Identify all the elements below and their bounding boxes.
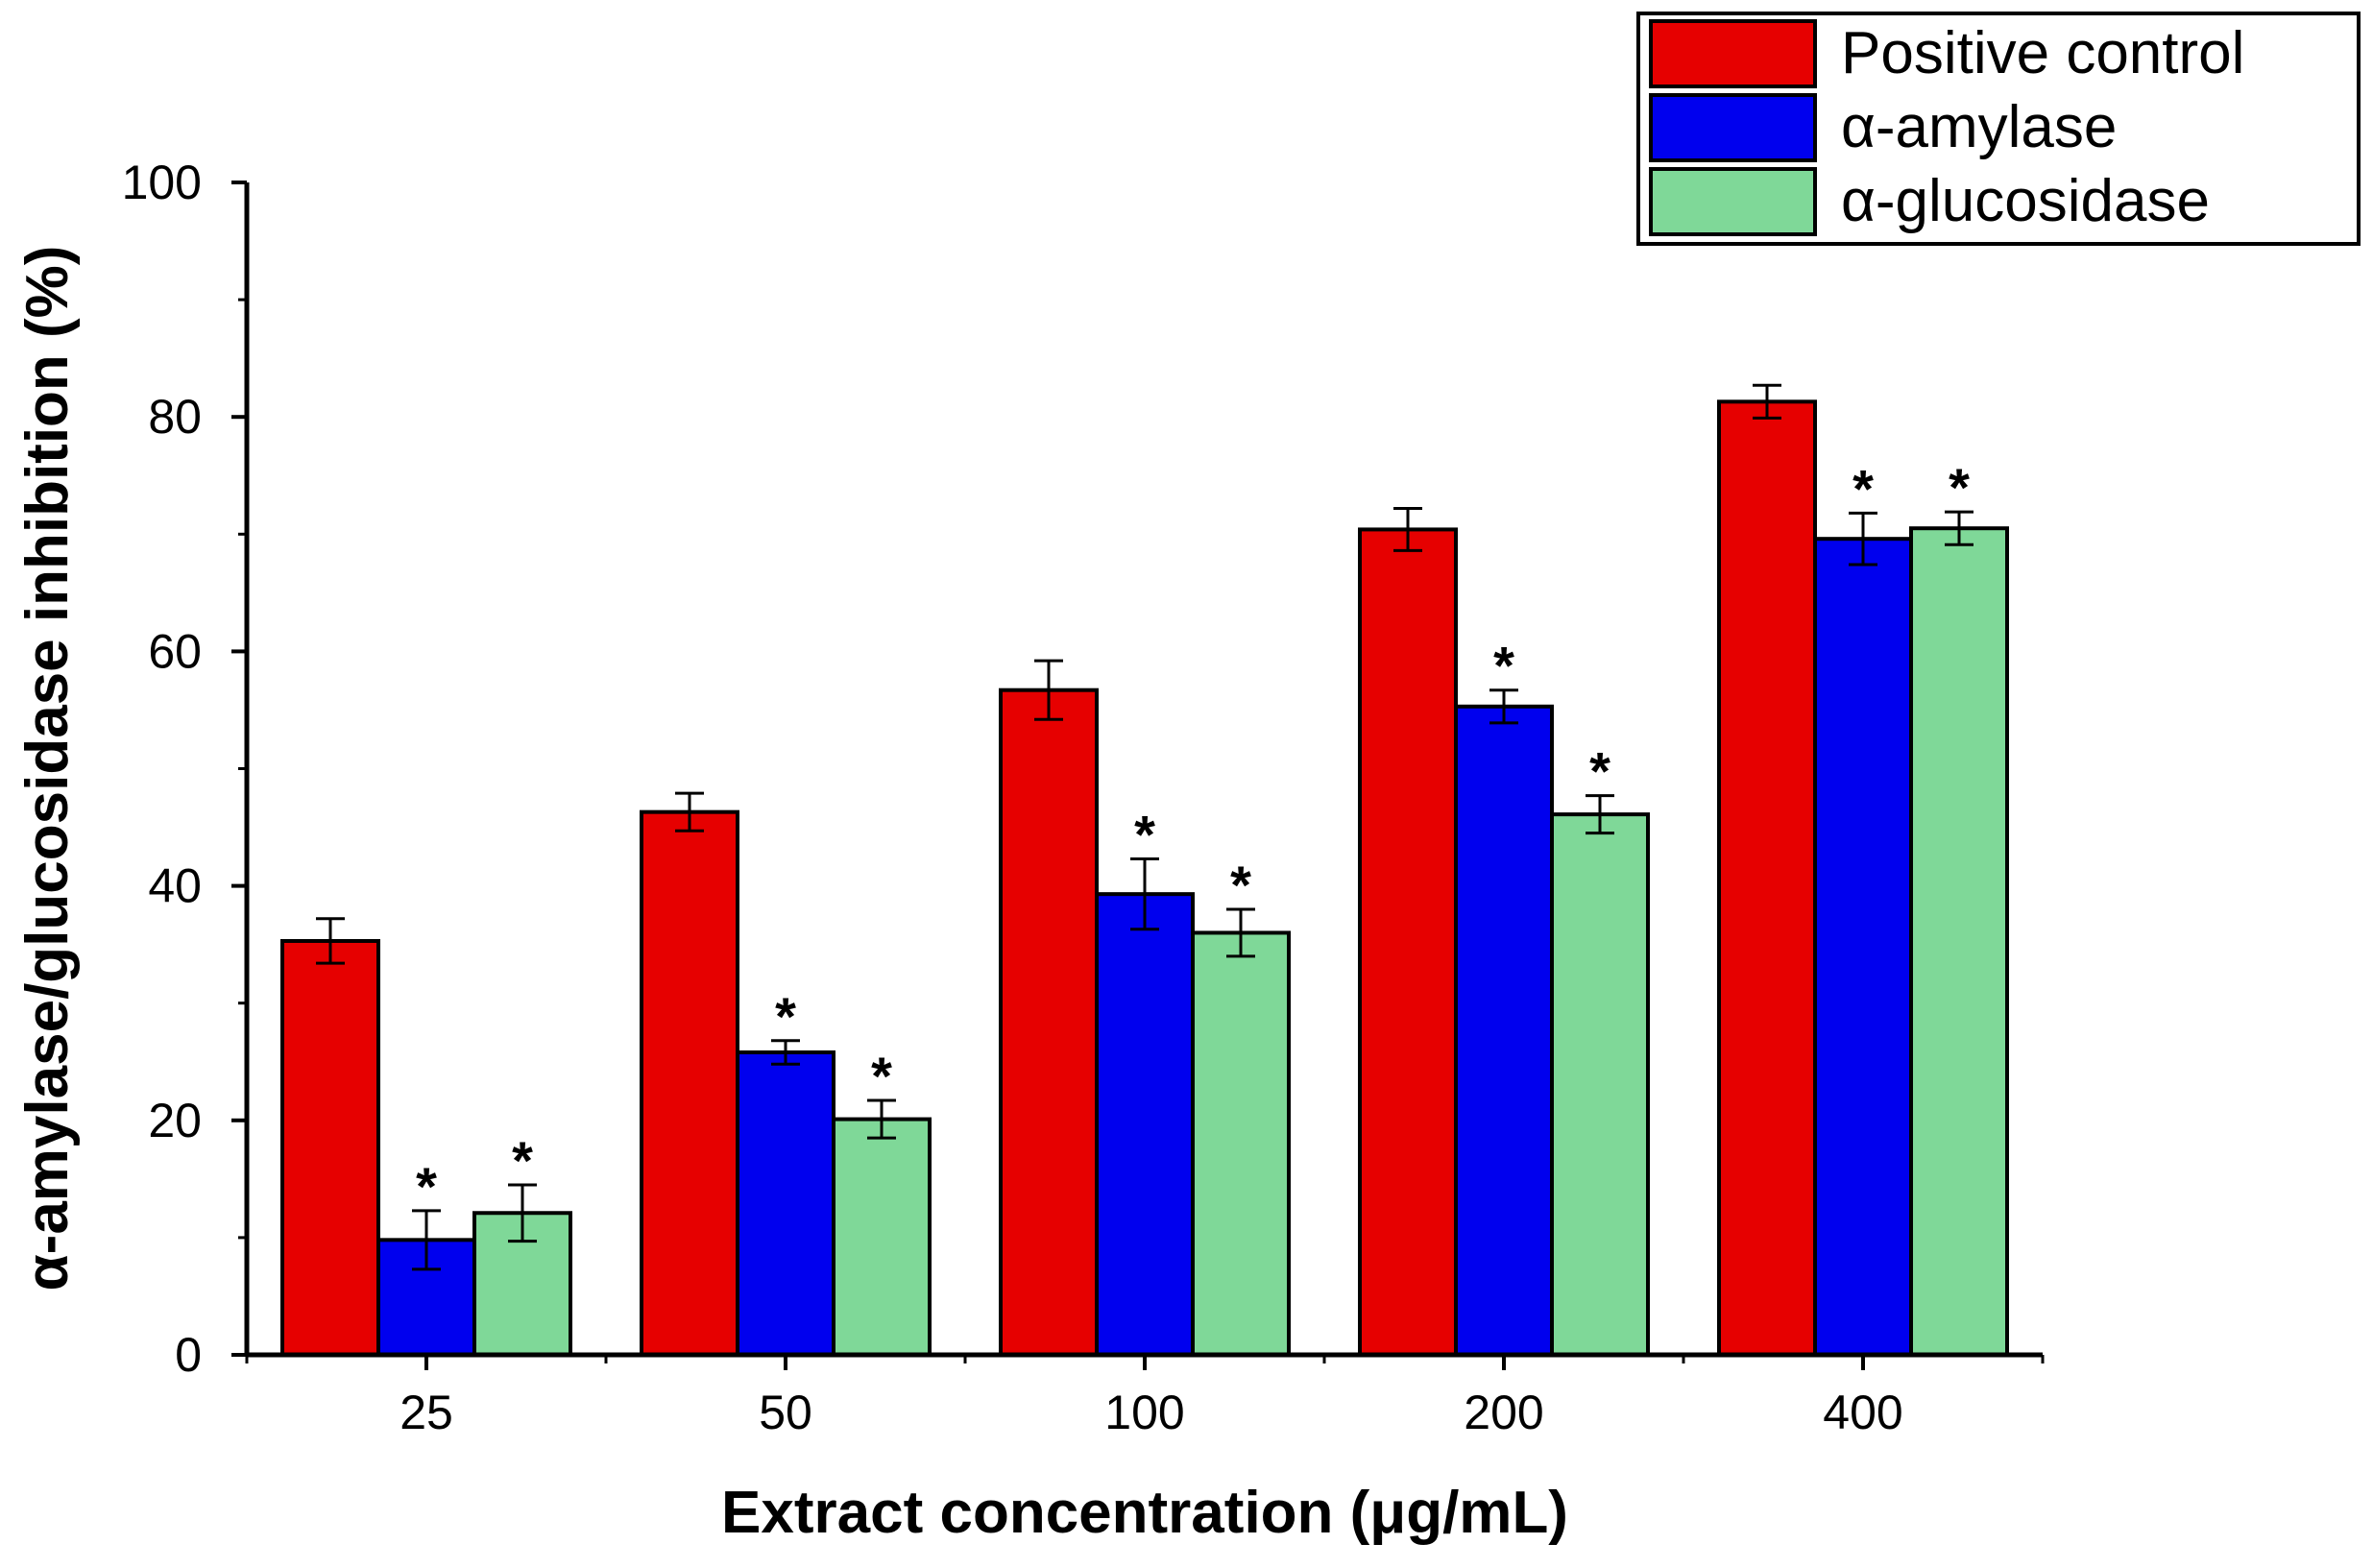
bar (1813, 537, 1913, 1357)
significance-star: * (1493, 636, 1514, 696)
bar (999, 688, 1099, 1357)
legend-swatch (1649, 93, 1817, 162)
ticks-layer: 25 50 100 200 400 0 20 40 60 80 100 (122, 156, 2045, 1439)
y-tick-label: 40 (148, 859, 202, 913)
legend-label: α-glucosidase (1841, 168, 2210, 234)
legend: Positive control α-amylase α-glucosidase (1636, 12, 2361, 246)
legend-label: Positive control (1841, 20, 2244, 86)
x-tick-label: 400 (1823, 1386, 1902, 1439)
significance-star: * (1134, 805, 1155, 865)
x-tick-label: 200 (1464, 1386, 1543, 1439)
bar (1909, 526, 2009, 1357)
bar (1358, 527, 1458, 1357)
significance-star: * (512, 1130, 533, 1191)
significance-star: * (1230, 855, 1251, 915)
y-tick-label: 60 (148, 624, 202, 678)
x-tick-label: 50 (759, 1386, 812, 1439)
bar (736, 1049, 835, 1358)
legend-swatch (1649, 19, 1817, 88)
legend-entries: Positive control α-amylase α-glucosidase (1649, 19, 2244, 236)
y-tick-label: 0 (175, 1328, 202, 1382)
bar (280, 938, 380, 1357)
y-tick-label: 20 (148, 1094, 202, 1147)
bar (1191, 930, 1291, 1357)
significance-star: * (1589, 741, 1610, 802)
legend-label: α-amylase (1841, 94, 2117, 160)
significance-star: * (1852, 458, 1874, 519)
significance-star: * (1949, 457, 1970, 518)
significance-star: * (416, 1156, 437, 1217)
significance-star: * (871, 1046, 892, 1106)
bar (1095, 892, 1195, 1357)
bar (1550, 812, 1650, 1357)
bar (1454, 704, 1554, 1357)
bar (832, 1117, 932, 1357)
x-axis-title: Extract concentration (μg/mL) (721, 1480, 1568, 1546)
bar (1717, 399, 1817, 1357)
x-tick-label: 100 (1104, 1386, 1184, 1439)
bars-layer: * * * * * * * * * * (280, 383, 2009, 1358)
y-tick-label: 100 (122, 156, 202, 209)
y-tick-label: 80 (148, 390, 202, 444)
x-tick-label: 25 (400, 1386, 453, 1439)
significance-star: * (775, 986, 796, 1047)
legend-swatch (1649, 167, 1817, 236)
bar (640, 809, 739, 1357)
y-axis-title: α-amylase/glucosidase inhibition (%) (14, 246, 81, 1291)
